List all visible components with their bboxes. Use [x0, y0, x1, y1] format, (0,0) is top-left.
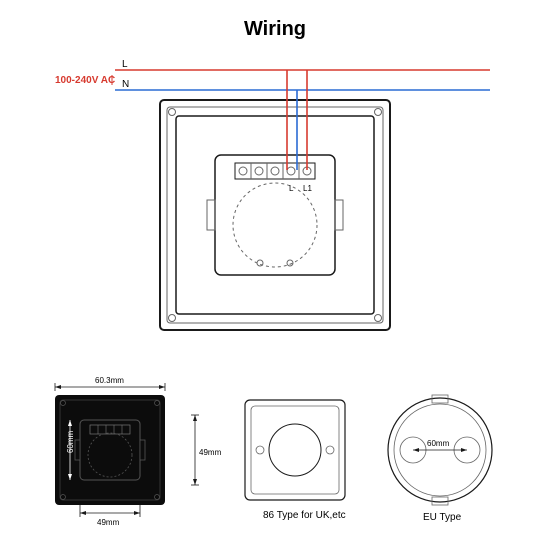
dim-width: 60.3mm: [95, 376, 124, 385]
dim-inner-v: 60mm: [66, 430, 75, 453]
type86-label: 86 Type for UK,etc: [263, 510, 346, 521]
voltage-label: 100-240V AC: [55, 75, 115, 86]
dim-bottom: 49mm: [97, 518, 120, 527]
mid-dim: 49mm: [191, 415, 222, 485]
live-label: L: [122, 59, 128, 70]
power-lines: L N 100-240V AC: [55, 59, 490, 90]
page-title: Wiring: [244, 18, 306, 40]
wiring-diagram: Wiring L N 100-240V AC: [0, 0, 550, 550]
terminal-l: L: [289, 184, 294, 193]
eu-dim: 60mm: [427, 439, 450, 448]
terminal-l1: L1: [303, 184, 312, 193]
main-switch: L L1: [160, 100, 390, 330]
type86-box: 86 Type for UK,etc: [245, 400, 346, 521]
eu-type-box: 60mm EU Type: [388, 395, 492, 523]
neutral-label: N: [122, 79, 129, 90]
eu-label: EU Type: [423, 512, 462, 523]
black-back-view: 60.3mm 60mm 49mm: [55, 376, 165, 527]
mid-dim-label: 49mm: [199, 448, 222, 457]
